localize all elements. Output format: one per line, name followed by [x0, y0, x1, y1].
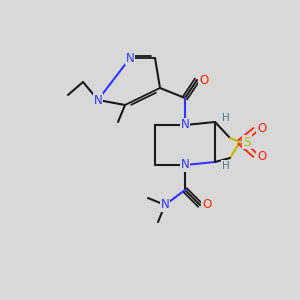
Text: O: O — [257, 151, 267, 164]
Text: N: N — [181, 158, 189, 172]
Text: S: S — [243, 136, 251, 148]
Text: O: O — [200, 74, 208, 86]
Text: O: O — [202, 199, 211, 212]
Text: N: N — [126, 52, 134, 64]
Text: N: N — [160, 199, 169, 212]
Text: H: H — [222, 113, 230, 123]
Text: H: H — [222, 161, 230, 171]
Text: N: N — [181, 118, 189, 131]
Text: N: N — [94, 94, 102, 106]
Text: O: O — [257, 122, 267, 134]
